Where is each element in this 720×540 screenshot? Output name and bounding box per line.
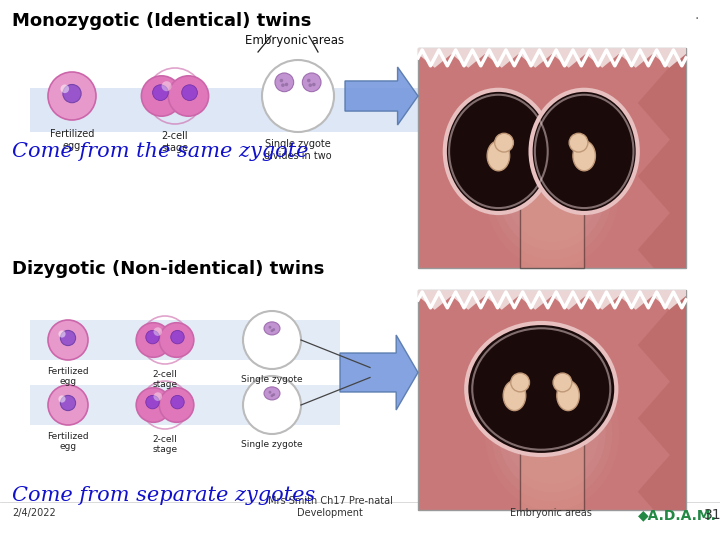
- Text: Single zygote: Single zygote: [241, 375, 303, 384]
- Text: Monozygotic (Identical) twins: Monozygotic (Identical) twins: [12, 12, 311, 30]
- Circle shape: [48, 320, 88, 360]
- Circle shape: [279, 79, 283, 82]
- Text: Mrs Smith Ch17 Pre-natal
Development: Mrs Smith Ch17 Pre-natal Development: [268, 496, 392, 518]
- Circle shape: [510, 373, 529, 392]
- Circle shape: [243, 376, 301, 434]
- Circle shape: [153, 327, 162, 336]
- Text: ◆A.D.A.M.: ◆A.D.A.M.: [638, 508, 717, 522]
- Circle shape: [48, 385, 88, 425]
- Text: 2-cell
stage: 2-cell stage: [161, 131, 189, 153]
- Ellipse shape: [573, 141, 595, 171]
- Ellipse shape: [505, 140, 599, 241]
- Circle shape: [58, 395, 66, 403]
- Ellipse shape: [498, 132, 606, 251]
- Ellipse shape: [487, 141, 510, 171]
- FancyBboxPatch shape: [30, 320, 340, 360]
- FancyBboxPatch shape: [30, 385, 340, 425]
- Text: Single zygote
divides in two: Single zygote divides in two: [264, 139, 332, 160]
- FancyBboxPatch shape: [30, 88, 420, 132]
- Ellipse shape: [467, 323, 616, 455]
- Circle shape: [145, 395, 159, 409]
- Text: 2-cell
stage: 2-cell stage: [153, 435, 178, 454]
- Circle shape: [262, 60, 334, 132]
- Ellipse shape: [264, 387, 280, 400]
- Ellipse shape: [485, 114, 619, 268]
- Circle shape: [271, 329, 274, 332]
- Circle shape: [58, 330, 66, 338]
- Polygon shape: [345, 67, 418, 125]
- Text: .: .: [694, 8, 698, 22]
- Circle shape: [159, 388, 194, 422]
- Circle shape: [161, 81, 171, 91]
- Text: Fertilized
egg: Fertilized egg: [48, 432, 89, 451]
- Circle shape: [272, 328, 275, 331]
- Circle shape: [271, 394, 274, 397]
- Circle shape: [136, 323, 171, 357]
- Text: Come from the same zygote: Come from the same zygote: [12, 142, 308, 161]
- Circle shape: [281, 83, 284, 87]
- Text: 31: 31: [704, 508, 720, 522]
- Circle shape: [60, 330, 76, 346]
- FancyBboxPatch shape: [418, 48, 686, 268]
- FancyBboxPatch shape: [520, 136, 584, 268]
- Circle shape: [168, 76, 209, 116]
- Circle shape: [181, 85, 197, 100]
- Polygon shape: [418, 48, 686, 68]
- Circle shape: [269, 391, 271, 394]
- Text: Come from separate zygotes: Come from separate zygotes: [12, 486, 315, 505]
- Text: Embryonic areas: Embryonic areas: [246, 34, 345, 47]
- Circle shape: [159, 323, 194, 357]
- Text: Fertilized
egg: Fertilized egg: [48, 367, 89, 387]
- Circle shape: [312, 83, 315, 86]
- Polygon shape: [638, 48, 686, 268]
- Circle shape: [569, 133, 588, 152]
- Circle shape: [63, 84, 81, 103]
- Ellipse shape: [531, 90, 638, 213]
- Ellipse shape: [503, 381, 526, 410]
- Ellipse shape: [302, 73, 321, 92]
- Circle shape: [269, 326, 271, 329]
- Circle shape: [243, 311, 301, 369]
- Text: 2-cell
stage: 2-cell stage: [153, 370, 178, 389]
- Circle shape: [308, 83, 312, 87]
- Ellipse shape: [505, 382, 599, 484]
- Ellipse shape: [485, 356, 619, 510]
- Circle shape: [272, 393, 275, 396]
- Circle shape: [60, 84, 69, 93]
- Ellipse shape: [445, 90, 552, 213]
- Text: Single zygote: Single zygote: [241, 440, 303, 449]
- Circle shape: [145, 330, 159, 344]
- Circle shape: [495, 133, 513, 152]
- Ellipse shape: [275, 73, 294, 92]
- Polygon shape: [418, 290, 686, 310]
- Circle shape: [60, 395, 76, 410]
- Circle shape: [284, 83, 288, 86]
- Ellipse shape: [492, 123, 612, 259]
- Circle shape: [141, 76, 181, 116]
- Text: Dizygotic (Non-identical) twins: Dizygotic (Non-identical) twins: [12, 260, 325, 278]
- Ellipse shape: [264, 322, 280, 335]
- Ellipse shape: [498, 374, 606, 492]
- Ellipse shape: [557, 381, 580, 410]
- FancyBboxPatch shape: [418, 290, 686, 510]
- Text: 2/4/2022: 2/4/2022: [12, 508, 55, 518]
- Circle shape: [553, 373, 572, 392]
- FancyBboxPatch shape: [520, 378, 584, 510]
- Polygon shape: [340, 335, 418, 410]
- Text: Embryonic areas: Embryonic areas: [510, 508, 592, 518]
- Circle shape: [153, 85, 168, 100]
- Polygon shape: [638, 290, 686, 510]
- Circle shape: [48, 72, 96, 120]
- Circle shape: [153, 392, 162, 401]
- Circle shape: [171, 395, 184, 409]
- Circle shape: [136, 388, 171, 422]
- Text: Fertilized
egg: Fertilized egg: [50, 129, 94, 151]
- Circle shape: [171, 330, 184, 344]
- Circle shape: [307, 79, 310, 82]
- Ellipse shape: [492, 365, 612, 501]
